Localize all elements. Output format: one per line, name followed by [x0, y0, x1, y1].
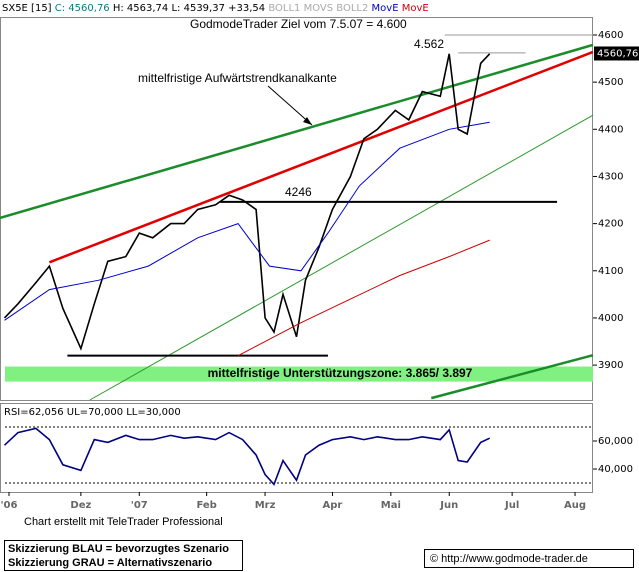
legend-line: Skizzierung GRAU = Alternativszenario: [8, 557, 212, 569]
series-name: MovE: [402, 3, 429, 14]
rsi-label: RSI=62,056 UL=70,000 LL=30,000: [4, 407, 181, 418]
stat: +33,54: [228, 3, 265, 14]
arrow-head: [303, 117, 312, 125]
x-tick-label: Dez: [70, 500, 91, 511]
y-tick-label: 60,000: [598, 436, 633, 447]
x-tick-label: '07: [131, 500, 148, 511]
y-tick-label: 4300: [598, 171, 623, 182]
series-line: [3, 53, 491, 351]
x-tick-label: Apr: [323, 500, 343, 511]
legend-box: [4, 540, 243, 571]
annotation-arrow: [267, 85, 313, 126]
header: SX5E [15] C: 4560,76 H: 4563,74 L: 4539,…: [2, 3, 429, 14]
y-tick-label: 4000: [598, 313, 623, 324]
stat: BOLL1: [268, 3, 300, 14]
legend-line: Skizzierung BLAU = bevorzugtes Szenario: [8, 543, 229, 555]
x-tick-label: Feb: [196, 500, 216, 511]
x-tick-label: Aug: [564, 500, 586, 511]
y-tick-label: 4400: [598, 124, 623, 135]
price-frame: [0, 17, 593, 401]
url-box: [424, 549, 634, 568]
trendline: [89, 114, 594, 401]
stat: MOVS: [304, 3, 334, 14]
stat: C: 4560,76: [55, 3, 110, 14]
support-zone: [5, 366, 593, 382]
series-name: MovE: [372, 3, 399, 14]
y-tick-label: 4200: [598, 219, 623, 230]
y-tick-label: 4500: [598, 77, 623, 88]
x-tick-label: '06: [0, 500, 17, 511]
level-label: 4246: [285, 185, 312, 199]
stat: H: 4563,74: [113, 3, 168, 14]
x-tick-label: Mai: [381, 500, 401, 511]
trendline: [0, 43, 594, 220]
level-label: 4.562: [414, 37, 444, 51]
series-name: SX5E [15]: [2, 3, 52, 14]
zone-label: mittelfristige Unterstützungszone: 3.865…: [208, 366, 473, 380]
x-tick-label: Jul: [504, 500, 519, 511]
x-tick-label: Jun: [439, 500, 458, 511]
y-tick-label: 3900: [598, 360, 623, 371]
series-line: [3, 427, 491, 486]
series-line: [4, 121, 490, 321]
series-line: [237, 239, 490, 357]
level-label: GodmodeTrader Ziel vom 7.5.07 = 4.600: [190, 17, 407, 31]
url: © http://www.godmode-trader.de: [430, 553, 588, 565]
y-tick-label: 4600: [598, 30, 623, 41]
stat: L: 4539,37: [171, 3, 224, 14]
y-tick-label: 40,000: [598, 464, 633, 475]
stat: BOLL2: [336, 3, 368, 14]
last-price-box: [594, 46, 639, 61]
credit: Chart erstellt mit TeleTrader Profession…: [24, 516, 223, 528]
trendline: [430, 353, 594, 400]
y-tick-label: 4100: [598, 266, 623, 277]
x-tick-label: Mrz: [255, 500, 276, 511]
last-price-label: 4560,76: [597, 48, 638, 59]
annotation: mittelfristige Aufwärtstrendkanalkante: [138, 71, 337, 85]
trendline: [48, 50, 594, 264]
rsi-frame: [0, 403, 593, 493]
